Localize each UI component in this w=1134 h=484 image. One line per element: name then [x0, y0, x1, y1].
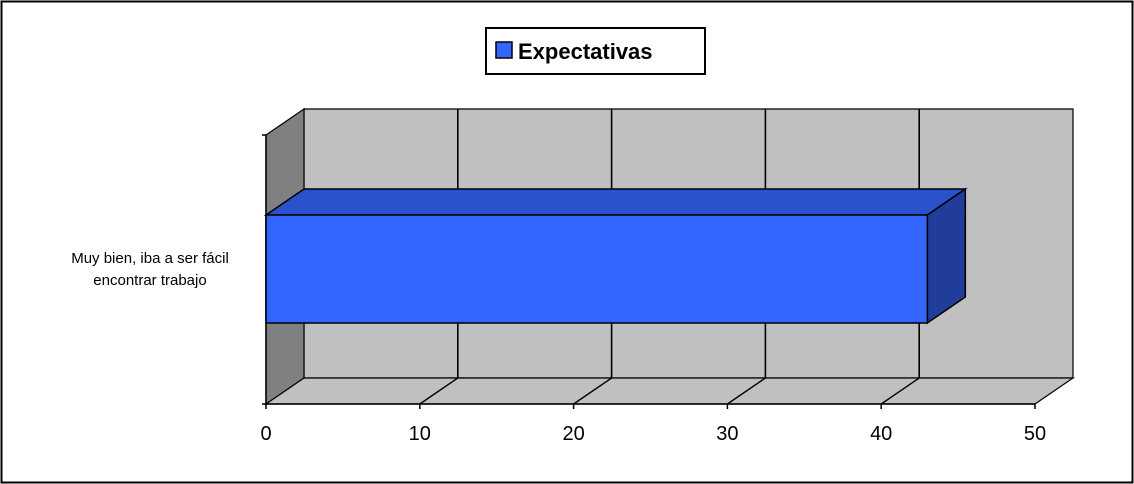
category-label: Muy bien, iba a ser fácil — [71, 250, 229, 267]
x-tick-label: 20 — [562, 423, 584, 445]
legend-label: Expectativas — [518, 39, 653, 64]
floor — [264, 377, 1075, 405]
gridline-floor — [573, 377, 612, 405]
x-tick-label: 10 — [409, 423, 431, 445]
category-label: encontrar trabajo — [93, 272, 206, 289]
x-tick-label: 50 — [1024, 423, 1046, 445]
gridline-floor — [727, 377, 766, 405]
legend-box — [485, 27, 706, 75]
plot-area: 0 10 20 30 40 50 Muy bien, iba a ser fácil enco… — [71, 107, 1075, 445]
x-tick-label: 30 — [716, 423, 738, 445]
bar-top-face — [263, 188, 968, 216]
gridline-floor — [880, 377, 920, 405]
legend: Expectativas — [485, 27, 706, 75]
gridline-floor — [419, 377, 459, 405]
x-tick-label: 0 — [260, 423, 271, 445]
x-tick-label: 40 — [870, 423, 892, 445]
legend-swatch — [495, 41, 513, 59]
bar — [265, 214, 929, 324]
